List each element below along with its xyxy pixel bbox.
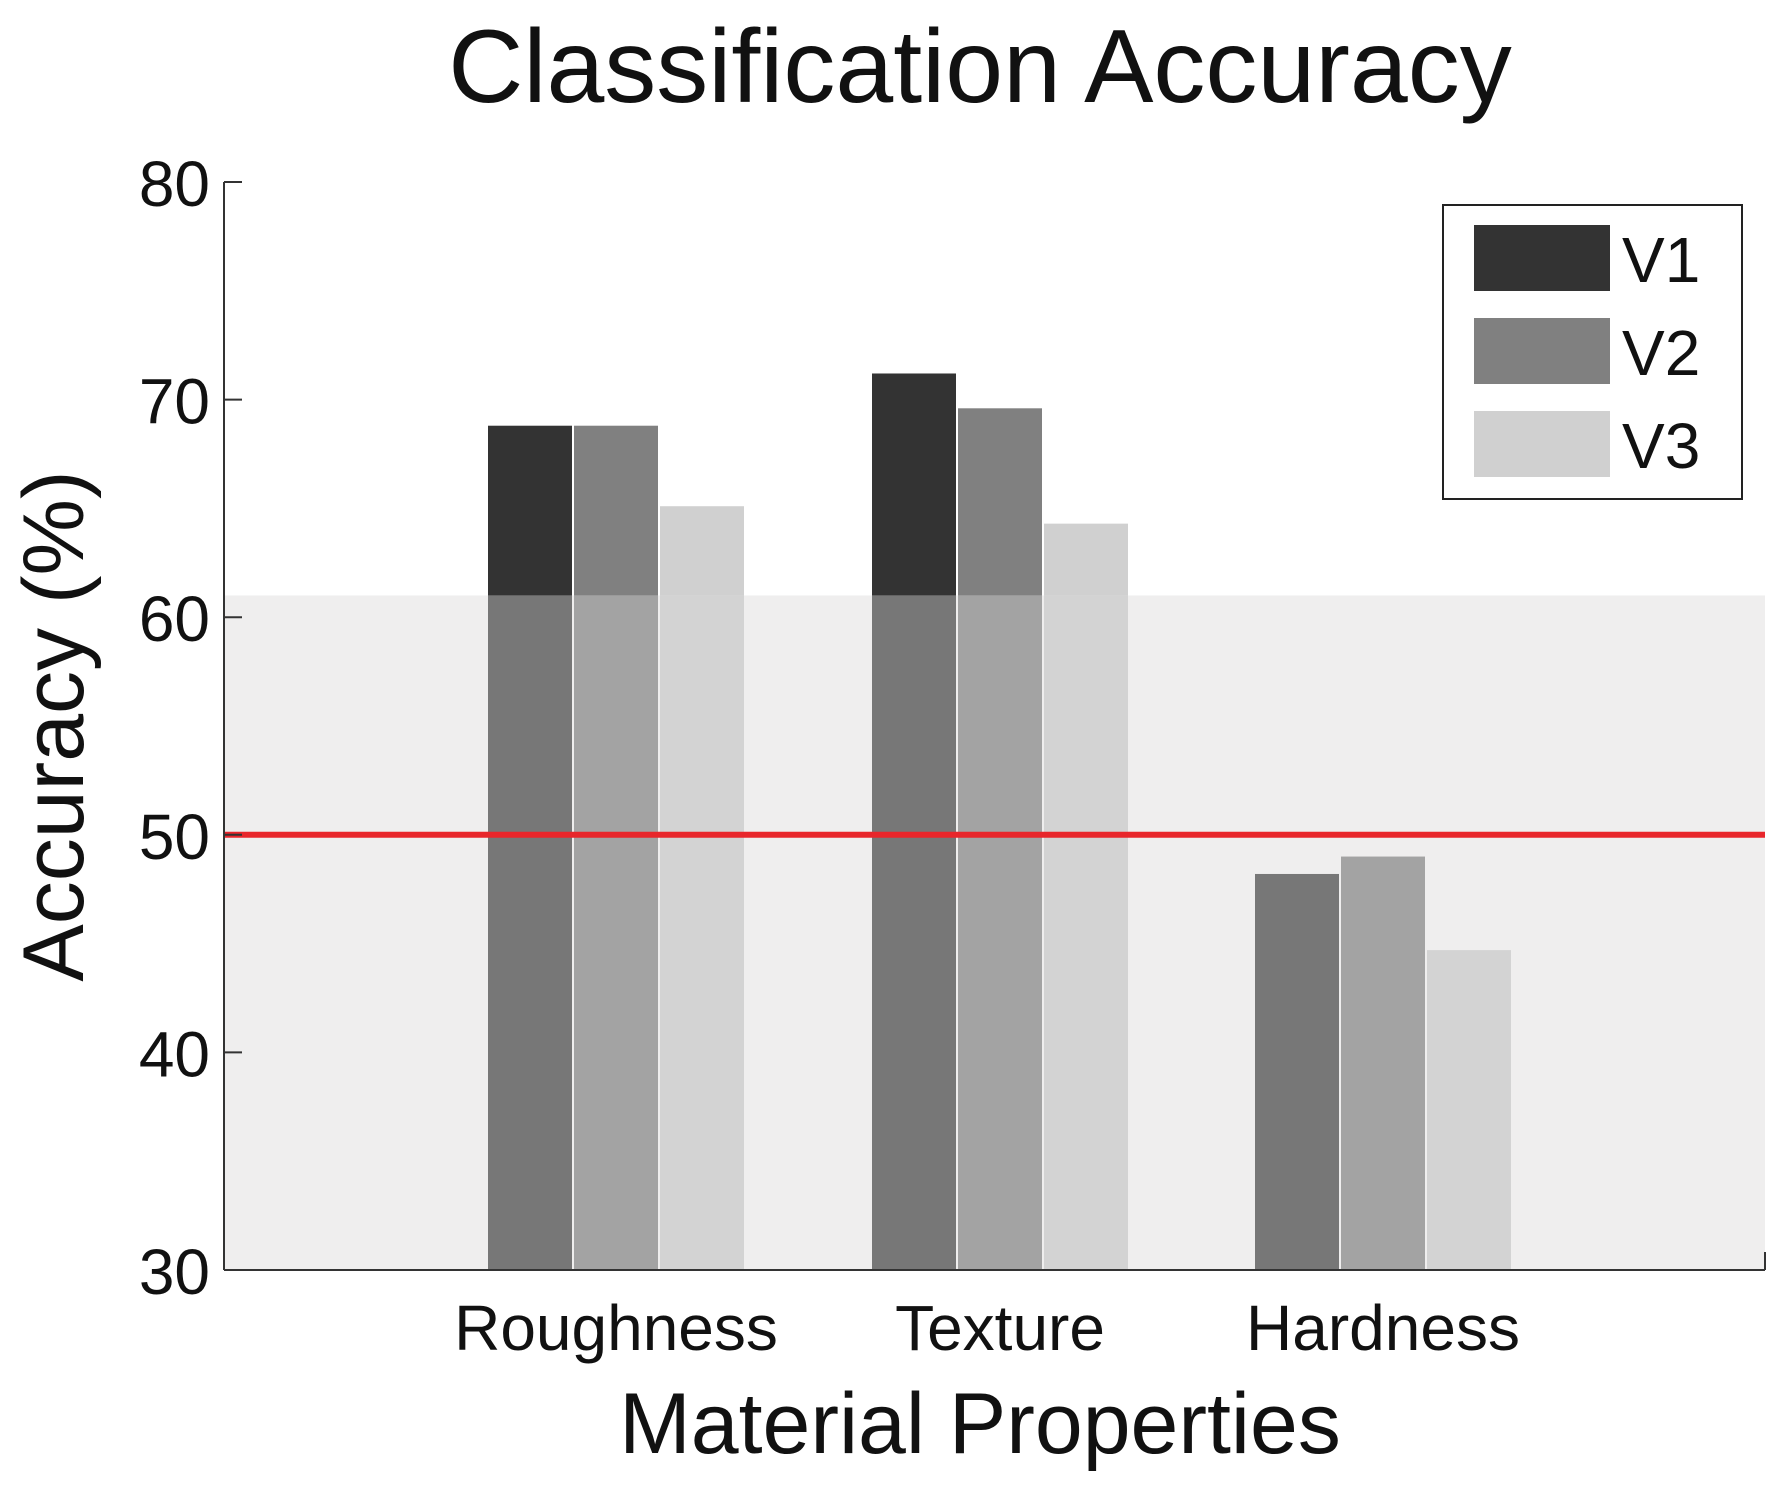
legend-swatch-v1: [1474, 225, 1610, 291]
bar-hardness-v2: [1341, 856, 1425, 1270]
bar-roughness-v2-upper: [574, 425, 658, 596]
chart-title: Classification Accuracy: [448, 9, 1512, 125]
bar-texture-v2-upper: [958, 408, 1042, 596]
bar-texture-v1-upper: [872, 373, 956, 596]
y-tick-label: 40: [139, 1018, 210, 1090]
bar-roughness-v1: [488, 595, 572, 1270]
bar-roughness-v1-upper: [488, 425, 572, 596]
y-axis-label: Accuracy (%): [6, 470, 102, 981]
bar-texture-v3: [1044, 595, 1128, 1270]
bar-hardness-v1: [1255, 873, 1339, 1270]
legend-label: V1: [1622, 224, 1700, 296]
legend-swatch-v3: [1474, 411, 1610, 477]
legend-swatch-v2: [1474, 318, 1610, 384]
x-tick-label: Roughness: [454, 1292, 778, 1364]
bar-texture-v2: [958, 595, 1042, 1270]
y-tick-label: 70: [139, 366, 210, 438]
bar-roughness-v3-upper: [660, 506, 744, 596]
y-tick-label: 80: [139, 148, 210, 220]
bar-texture-v3-upper: [1044, 523, 1128, 596]
x-tick-label: Hardness: [1246, 1292, 1520, 1364]
bar-roughness-v2: [574, 595, 658, 1270]
bar-roughness-v3: [660, 595, 744, 1270]
x-tick-label: Texture: [895, 1292, 1105, 1364]
legend-label: V3: [1622, 410, 1700, 482]
x-axis-label: Material Properties: [619, 1376, 1341, 1472]
bar-hardness-v3: [1427, 950, 1511, 1270]
legend-label: V2: [1622, 317, 1700, 389]
y-tick-label: 30: [139, 1236, 210, 1308]
bar-texture-v1: [872, 595, 956, 1270]
y-tick-label: 60: [139, 583, 210, 655]
y-tick-label: 50: [139, 801, 210, 873]
